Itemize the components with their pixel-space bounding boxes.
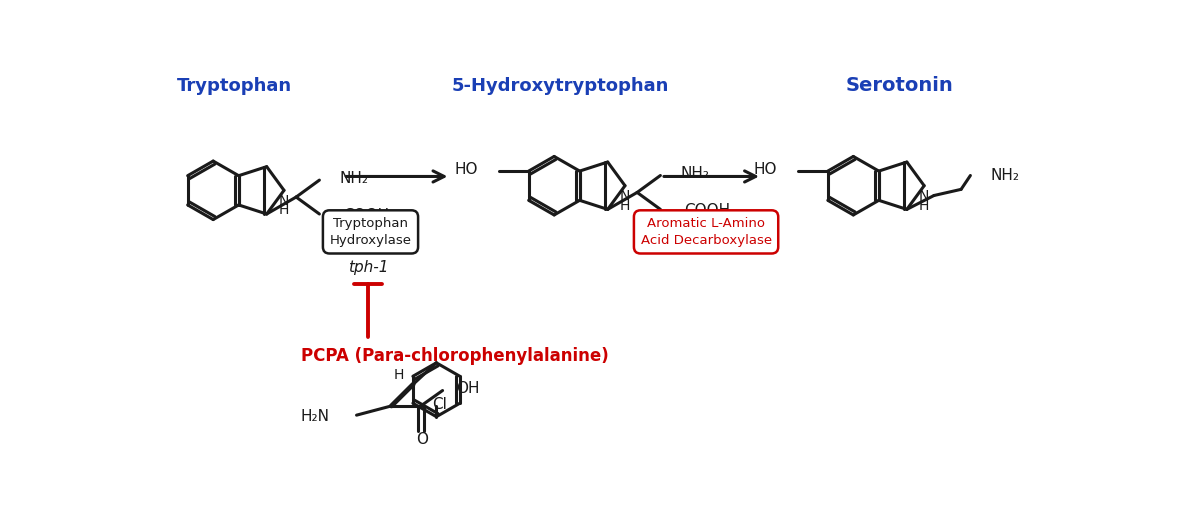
Text: Serotonin: Serotonin <box>846 76 954 95</box>
Text: Cl: Cl <box>432 397 446 412</box>
Text: Aromatic L-Amino
Acid Decarboxylase: Aromatic L-Amino Acid Decarboxylase <box>640 217 772 247</box>
Text: HO: HO <box>454 162 478 177</box>
Text: NH₂: NH₂ <box>340 171 369 186</box>
Text: N: N <box>279 194 290 208</box>
Text: Tryptophan: Tryptophan <box>177 77 292 94</box>
Text: H: H <box>394 368 405 382</box>
Text: 5-Hydroxytryptophan: 5-Hydroxytryptophan <box>451 77 669 94</box>
Text: tph-1: tph-1 <box>348 260 388 275</box>
Text: COOH: COOH <box>683 203 730 218</box>
Text: OH: OH <box>456 382 480 396</box>
Text: O: O <box>415 432 427 448</box>
Text: N: N <box>919 189 929 204</box>
Text: Tryptophan
Hydroxylase: Tryptophan Hydroxylase <box>329 217 412 247</box>
Text: PCPA (Para-chlorophenylalanine): PCPA (Para-chlorophenylalanine) <box>300 347 608 365</box>
Text: H: H <box>279 203 290 217</box>
Text: H: H <box>620 199 630 213</box>
Text: COOH: COOH <box>342 208 389 223</box>
Text: NH₂: NH₂ <box>681 167 710 181</box>
Text: H₂N: H₂N <box>300 409 329 424</box>
Text: N: N <box>620 189 630 204</box>
Text: H: H <box>919 199 929 213</box>
Text: HO: HO <box>753 162 777 177</box>
Text: NH₂: NH₂ <box>991 168 1020 183</box>
